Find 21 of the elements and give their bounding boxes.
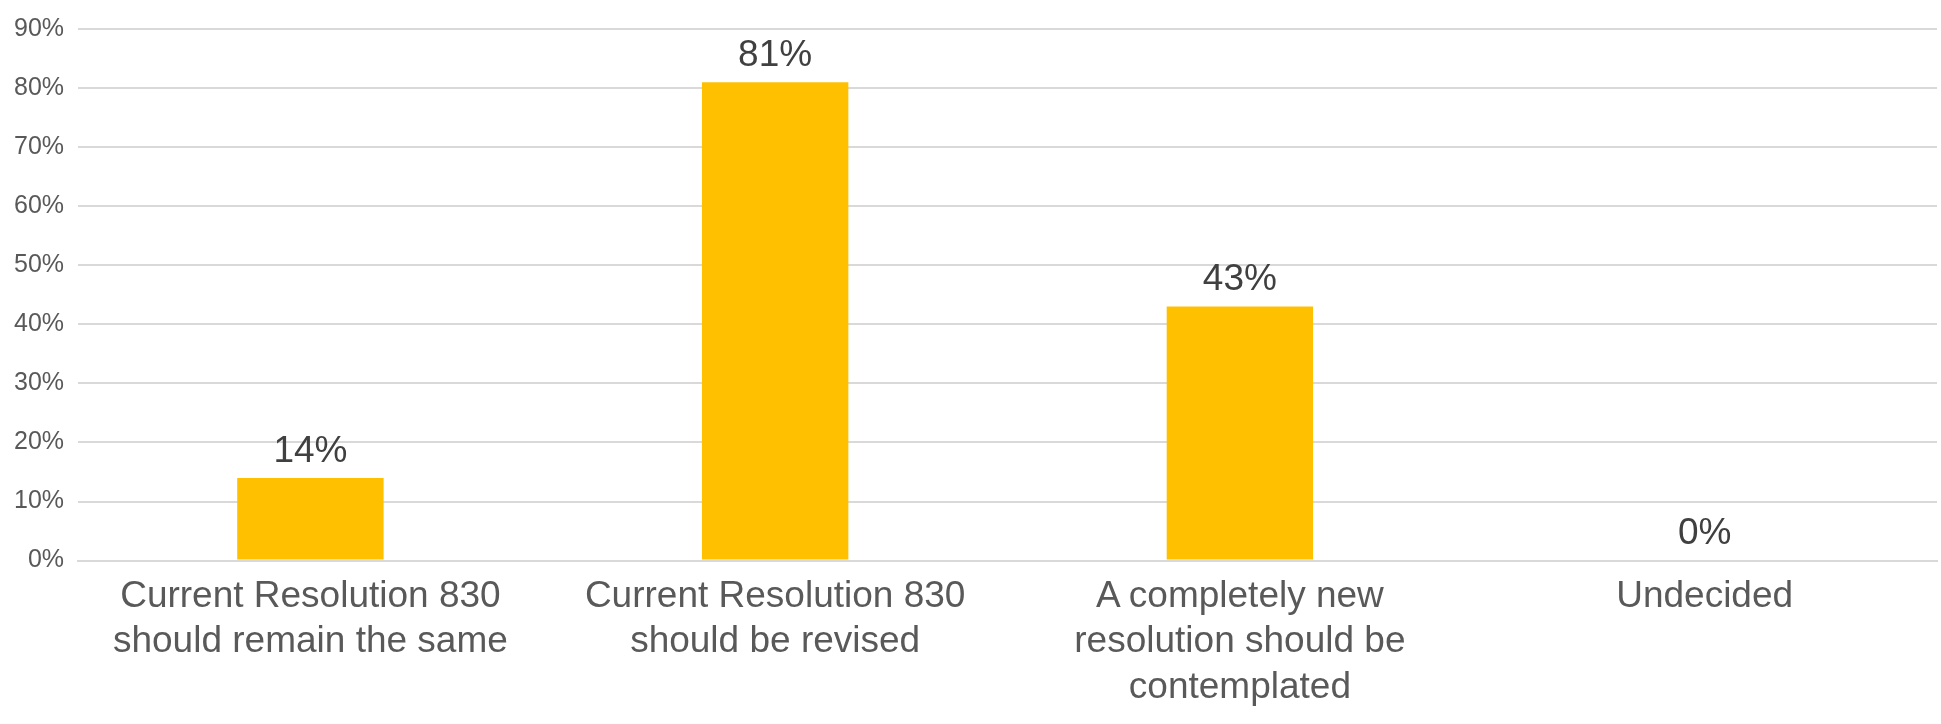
y-tick-label: 70% [13, 131, 65, 160]
bar [237, 477, 384, 560]
y-tick-label: 90% [13, 12, 65, 41]
x-tick-label: Current Resolution 830 should remain the same [112, 574, 508, 661]
bar [701, 82, 849, 560]
y-tick-label: 10% [13, 485, 65, 514]
bar [1166, 306, 1314, 560]
y-tick-label: 30% [13, 367, 65, 396]
x-tick-label: Undecided [1616, 574, 1794, 616]
y-tick-label: 80% [13, 71, 65, 100]
y-tick-label: 20% [13, 426, 65, 455]
y-tick-label: 40% [13, 308, 65, 337]
y-tick-label: 50% [13, 249, 65, 278]
data-label: 14% [273, 428, 348, 470]
data-label: 81% [738, 32, 813, 74]
y-tick-label: 60% [13, 190, 65, 219]
data-label: 43% [1202, 257, 1277, 299]
data-label: 0% [1677, 511, 1732, 553]
y-tick-label: 0% [27, 544, 65, 573]
x-tick-label: Current Resolution 830 should be revised [584, 574, 966, 661]
x-tick-label: A completely new resolution should be contemplated [1074, 574, 1406, 706]
